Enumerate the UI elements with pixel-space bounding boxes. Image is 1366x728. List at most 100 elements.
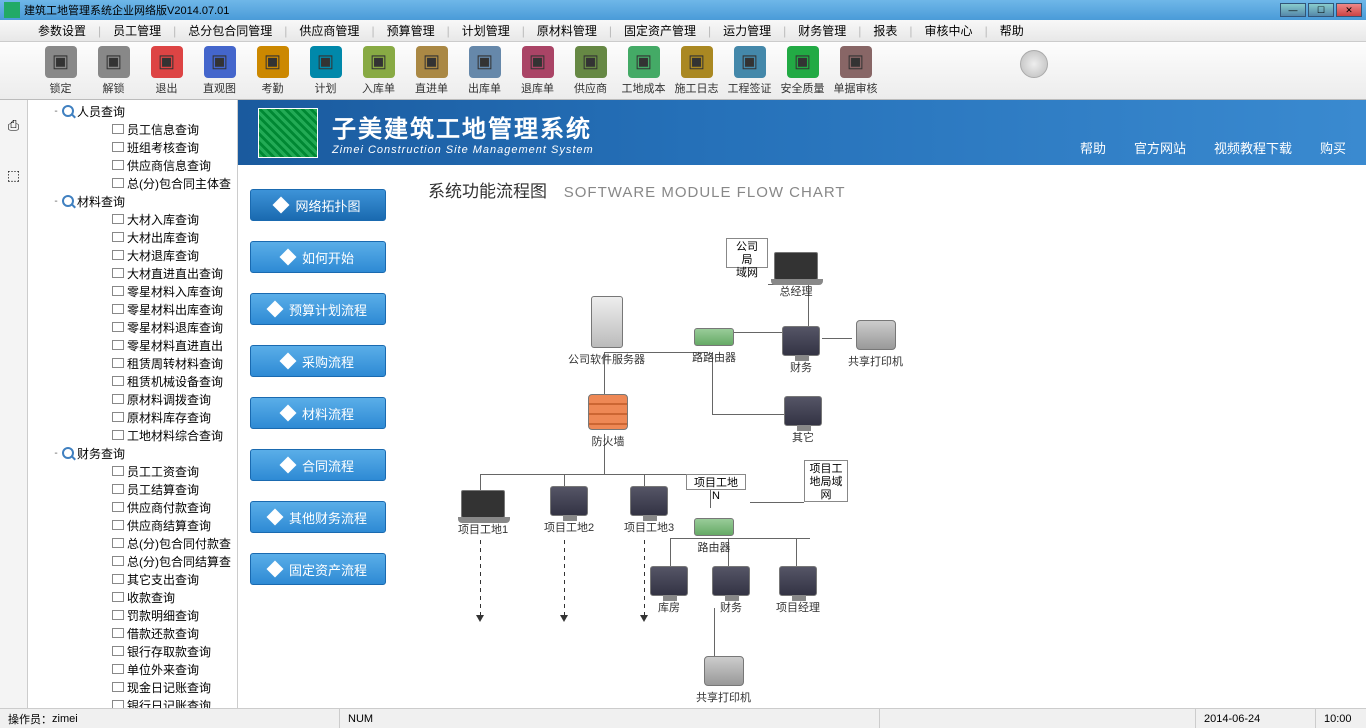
tree-folder[interactable]: -财务查询 — [28, 444, 237, 462]
tree-item[interactable]: 租赁机械设备查询 — [28, 372, 237, 390]
tree-item[interactable]: 员工工资查询 — [28, 462, 237, 480]
close-button[interactable]: ✕ — [1336, 3, 1362, 17]
sidebtn-3[interactable]: 采购流程 — [250, 345, 386, 377]
diagram-arrow — [644, 540, 645, 620]
menu-10[interactable]: 报表 — [863, 22, 907, 39]
diagram-arrow — [564, 540, 565, 620]
diagram-line — [728, 332, 786, 333]
sidebtn-6[interactable]: 其他财务流程 — [250, 501, 386, 533]
toolbar-施工日志[interactable]: ▣施工日志 — [670, 46, 723, 96]
banner-title-en: Zimei Construction Site Management Syste… — [332, 144, 594, 156]
maximize-button[interactable]: ☐ — [1308, 3, 1334, 17]
diagram-node-路路由器: 路路由器 — [692, 316, 736, 365]
toolbar-工程签证[interactable]: ▣工程签证 — [723, 46, 776, 96]
tree-item[interactable]: 班组考核查询 — [28, 138, 237, 156]
tree-item[interactable]: 大材出库查询 — [28, 228, 237, 246]
tree-item[interactable]: 现金日记账查询 — [28, 678, 237, 696]
menu-9[interactable]: 财务管理 — [788, 22, 856, 39]
menu-6[interactable]: 原材料管理 — [527, 22, 607, 39]
tree-item[interactable]: 零星材料出库查询 — [28, 300, 237, 318]
toolbar-安全质量[interactable]: ▣安全质量 — [776, 46, 829, 96]
menu-12[interactable]: 帮助 — [990, 22, 1034, 39]
toolbar-直观图[interactable]: ▣直观图 — [193, 46, 246, 96]
tree-item[interactable]: 工地材料综合查询 — [28, 426, 237, 444]
sidebtn-7[interactable]: 固定资产流程 — [250, 553, 386, 585]
menu-8[interactable]: 运力管理 — [713, 22, 781, 39]
tree-item[interactable]: 零星材料直进直出 — [28, 336, 237, 354]
toolbar-锁定[interactable]: ▣锁定 — [34, 46, 87, 96]
tree-item[interactable]: 员工信息查询 — [28, 120, 237, 138]
tree-item[interactable]: 供应商信息查询 — [28, 156, 237, 174]
nav-tree: -人员查询员工信息查询班组考核查询供应商信息查询总(分)包合同主体查-材料查询大… — [28, 100, 238, 708]
menu-7[interactable]: 固定资产管理 — [614, 22, 706, 39]
tree-item[interactable]: 租赁周转材料查询 — [28, 354, 237, 372]
tree-item[interactable]: 大材入库查询 — [28, 210, 237, 228]
diagram-line — [480, 474, 710, 475]
banner-link-2[interactable]: 视频教程下载 — [1214, 138, 1292, 157]
toolbar-退库单[interactable]: ▣退库单 — [511, 46, 564, 96]
tree-item[interactable]: 借款还款查询 — [28, 624, 237, 642]
status-num: NUM — [340, 709, 880, 728]
toolbar-解锁[interactable]: ▣解锁 — [87, 46, 140, 96]
toolbar-入库单[interactable]: ▣入库单 — [352, 46, 405, 96]
sidebtn-0[interactable]: 网络拓扑图 — [250, 189, 386, 221]
banner-link-3[interactable]: 购买 — [1320, 138, 1346, 157]
minimize-button[interactable]: — — [1280, 3, 1306, 17]
tree-item[interactable]: 原材料调拨查询 — [28, 390, 237, 408]
tree-item[interactable]: 银行日记账查询 — [28, 696, 237, 708]
diagram-box: 公司局 域网 — [726, 238, 768, 268]
toolbar-供应商[interactable]: ▣供应商 — [564, 46, 617, 96]
tree-item[interactable]: 大材直进直出查询 — [28, 264, 237, 282]
tree-item[interactable]: 收款查询 — [28, 588, 237, 606]
diagram-node-项目经理: 项目经理 — [776, 566, 820, 615]
menu-3[interactable]: 供应商管理 — [289, 22, 369, 39]
menu-4[interactable]: 预算管理 — [377, 22, 445, 39]
diagram-node-项目工地2: 项目工地2 — [544, 486, 594, 535]
tree-item[interactable]: 零星材料入库查询 — [28, 282, 237, 300]
tree-item[interactable]: 总(分)包合同主体查 — [28, 174, 237, 192]
tree-item[interactable]: 其它支出查询 — [28, 570, 237, 588]
toolbar-退出[interactable]: ▣退出 — [140, 46, 193, 96]
thin-btn-1[interactable]: ⎙ — [0, 100, 27, 150]
toolbar-考勤[interactable]: ▣考勤 — [246, 46, 299, 96]
diagram-node-公司软件服务器: 公司软件服务器 — [568, 296, 645, 367]
tree-item[interactable]: 总(分)包合同付款查 — [28, 534, 237, 552]
tree-item[interactable]: 原材料库存查询 — [28, 408, 237, 426]
tree-item[interactable]: 单位外来查询 — [28, 660, 237, 678]
menu-5[interactable]: 计划管理 — [452, 22, 520, 39]
diagram-node-财务: 财务 — [782, 326, 820, 375]
tree-item[interactable]: 罚款明细查询 — [28, 606, 237, 624]
toolbar-单据审核[interactable]: ▣单据审核 — [829, 46, 882, 96]
banner-link-0[interactable]: 帮助 — [1080, 138, 1106, 157]
tree-item[interactable]: 大材退库查询 — [28, 246, 237, 264]
window-titlebar: 建筑工地管理系统企业网络版V2014.07.01 — ☐ ✕ — [0, 0, 1366, 20]
sidebtn-2[interactable]: 预算计划流程 — [250, 293, 386, 325]
sidebtn-5[interactable]: 合同流程 — [250, 449, 386, 481]
menu-2[interactable]: 总分包合同管理 — [178, 22, 282, 39]
network-diagram: 公司局 域网项目工地N项目工 地局域 网公司软件服务器总经理路路由器财务共享打印… — [428, 208, 1346, 708]
thin-btn-2[interactable]: ⬚ — [0, 150, 27, 200]
toolbar-工地成本[interactable]: ▣工地成本 — [617, 46, 670, 96]
menu-11[interactable]: 审核中心 — [915, 22, 983, 39]
diagram-node-路由器: 路由器 — [694, 506, 734, 555]
toolbar-出库单[interactable]: ▣出库单 — [458, 46, 511, 96]
banner-link-1[interactable]: 官方网站 — [1134, 138, 1186, 157]
tree-item[interactable]: 总(分)包合同结算查 — [28, 552, 237, 570]
tree-item[interactable]: 银行存取款查询 — [28, 642, 237, 660]
tree-item[interactable]: 供应商结算查询 — [28, 516, 237, 534]
tree-folder[interactable]: -材料查询 — [28, 192, 237, 210]
tree-item[interactable]: 零星材料退库查询 — [28, 318, 237, 336]
toolbar-直进单[interactable]: ▣直进单 — [405, 46, 458, 96]
tree-folder[interactable]: -人员查询 — [28, 102, 237, 120]
toolbar-计划[interactable]: ▣计划 — [299, 46, 352, 96]
sidebtn-4[interactable]: 材料流程 — [250, 397, 386, 429]
sidebtn-1[interactable]: 如何开始 — [250, 241, 386, 273]
menu-0[interactable]: 参数设置 — [28, 22, 96, 39]
diagram-node-总经理: 总经理 — [774, 252, 818, 299]
speaker-icon[interactable] — [1020, 50, 1048, 78]
status-date: 2014-06-24 — [1196, 709, 1316, 728]
tree-item[interactable]: 供应商付款查询 — [28, 498, 237, 516]
banner-logo — [258, 108, 318, 158]
tree-item[interactable]: 员工结算查询 — [28, 480, 237, 498]
menu-1[interactable]: 员工管理 — [103, 22, 171, 39]
